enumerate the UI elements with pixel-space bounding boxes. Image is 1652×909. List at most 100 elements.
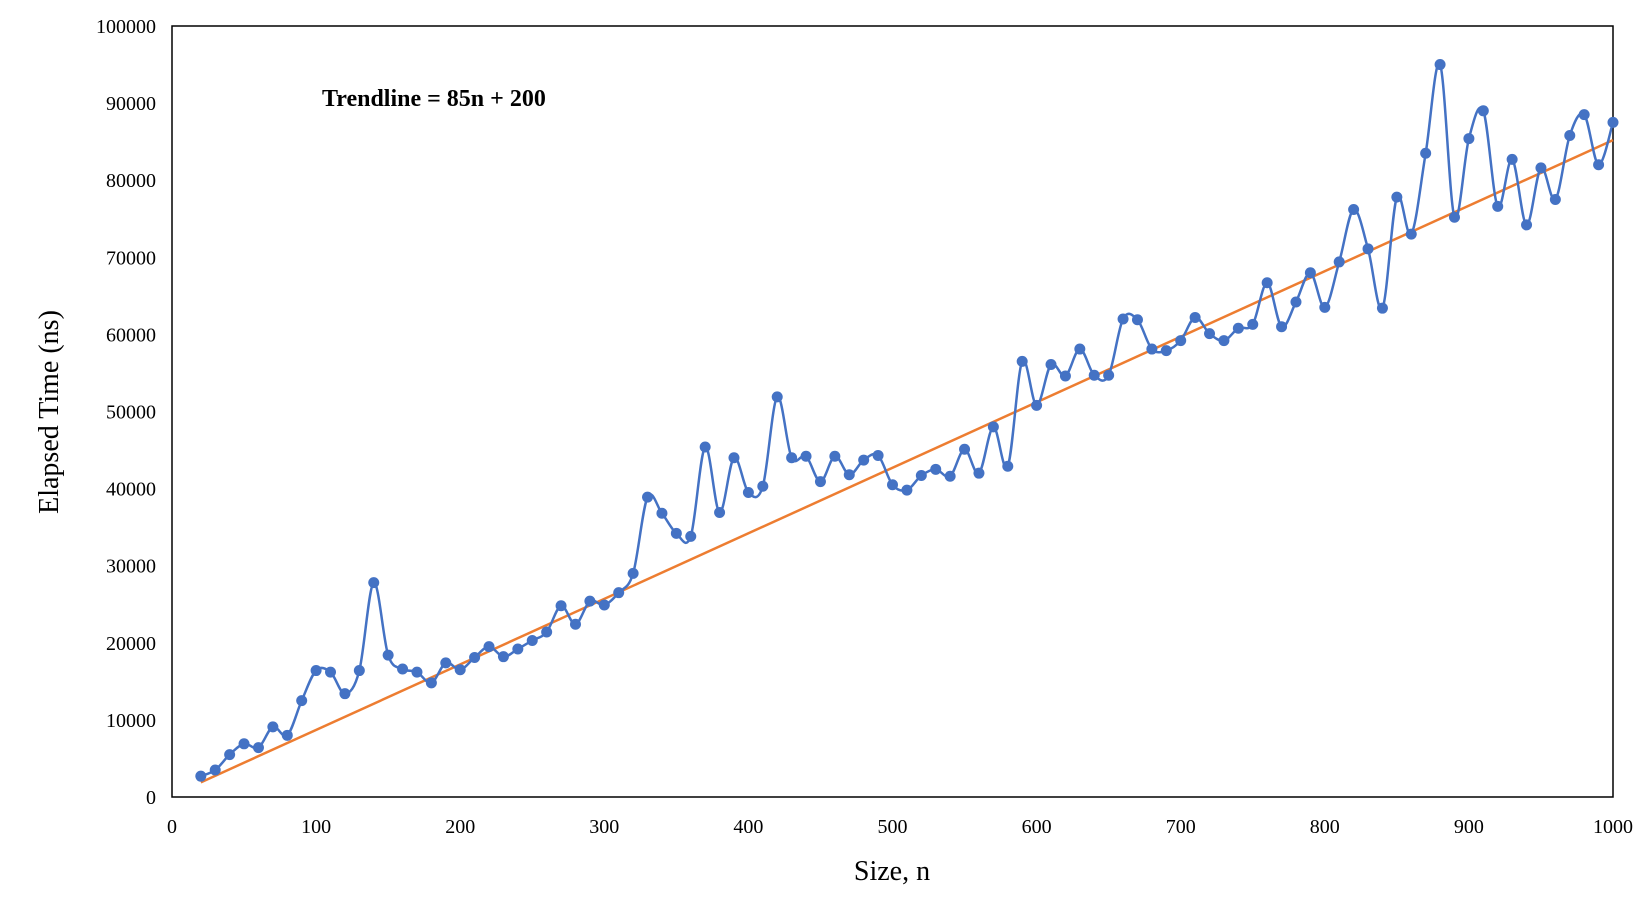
data-point [1189, 311, 1201, 323]
data-point [728, 452, 740, 464]
data-point [656, 507, 668, 519]
data-point [1506, 153, 1518, 165]
data-point [642, 491, 654, 503]
data-point [1016, 355, 1028, 367]
data-point [959, 443, 971, 455]
data-point [296, 695, 308, 707]
data-point [1362, 243, 1374, 255]
data-point [1131, 314, 1143, 326]
data-point [1319, 301, 1331, 313]
data-point [714, 507, 726, 519]
data-point [1333, 256, 1345, 268]
data-point [1074, 343, 1086, 355]
y-tick-label: 20000 [106, 633, 156, 655]
data-point [627, 567, 639, 579]
data-point [440, 657, 452, 669]
x-tick-label: 0 [167, 816, 177, 838]
data-point [1304, 267, 1316, 279]
data-point [310, 665, 322, 677]
x-tick-label: 700 [1166, 816, 1196, 838]
data-point [512, 643, 524, 655]
data-point [1059, 370, 1071, 382]
x-axis-title: Size, n [854, 856, 930, 887]
data-point [1521, 219, 1533, 231]
data-point [901, 484, 913, 496]
x-tick-label: 100 [301, 816, 331, 838]
data-point [497, 651, 509, 663]
data-point [987, 421, 999, 433]
data-point [829, 450, 841, 462]
data-point [858, 454, 870, 466]
data-point [1477, 105, 1489, 117]
data-point [800, 450, 812, 462]
data-point [195, 770, 207, 782]
data-point [1420, 147, 1432, 159]
data-point [584, 595, 596, 607]
data-point [1117, 313, 1129, 325]
x-tick-label: 400 [733, 816, 763, 838]
data-point [1002, 460, 1014, 472]
data-point [555, 600, 567, 612]
data-point [397, 663, 409, 675]
data-point [425, 677, 437, 689]
data-point [1146, 343, 1158, 355]
data-point [1578, 109, 1590, 121]
data-point [598, 599, 610, 611]
data-point [224, 749, 236, 761]
x-tick-label: 1000 [1593, 816, 1633, 838]
data-point [1160, 345, 1172, 357]
trendline-annotation: Trendline = 85n + 200 [322, 86, 546, 112]
y-tick-label: 100000 [96, 16, 156, 38]
data-point [771, 391, 783, 403]
data-point [353, 665, 365, 677]
data-point [742, 486, 754, 498]
data-point [1593, 159, 1605, 171]
y-tick-label: 80000 [106, 170, 156, 192]
data-point [1261, 277, 1273, 289]
y-tick-label: 60000 [106, 324, 156, 346]
data-point [1247, 318, 1259, 330]
data-point [1045, 358, 1057, 370]
y-tick-label: 40000 [106, 479, 156, 501]
data-point [1607, 116, 1619, 128]
data-point [915, 469, 927, 481]
x-tick-label: 600 [1022, 816, 1052, 838]
data-point [454, 664, 466, 676]
data-point [281, 729, 293, 741]
data-point [526, 634, 538, 646]
y-tick-label: 10000 [106, 710, 156, 732]
data-point [1535, 162, 1547, 174]
data-point [1290, 296, 1302, 308]
data-point [469, 651, 481, 663]
data-point [685, 530, 697, 542]
x-tick-label: 200 [445, 816, 475, 838]
plot-area [171, 25, 1614, 798]
data-point [1348, 203, 1360, 215]
data-point [1204, 328, 1216, 340]
data-point [1463, 133, 1475, 145]
data-point [1232, 322, 1244, 334]
data-point [1391, 191, 1403, 203]
data-point [1276, 321, 1288, 333]
data-point [786, 452, 798, 464]
data-point [368, 577, 380, 589]
data-point [1031, 399, 1043, 411]
data-point [1564, 129, 1576, 141]
x-tick-label: 300 [589, 816, 619, 838]
data-point [209, 764, 221, 776]
data-point [1088, 369, 1100, 381]
data-point [483, 641, 495, 653]
data-point [1175, 335, 1187, 347]
data-point [930, 463, 942, 475]
data-point [1218, 335, 1230, 347]
data-point [411, 666, 423, 678]
data-point [1448, 211, 1460, 223]
data-point [872, 449, 884, 461]
data-point [757, 480, 769, 492]
y-tick-label: 0 [146, 787, 156, 809]
data-point [1492, 200, 1504, 212]
y-tick-label: 50000 [106, 402, 156, 424]
x-tick-label: 500 [878, 816, 908, 838]
data-point [1405, 228, 1417, 240]
